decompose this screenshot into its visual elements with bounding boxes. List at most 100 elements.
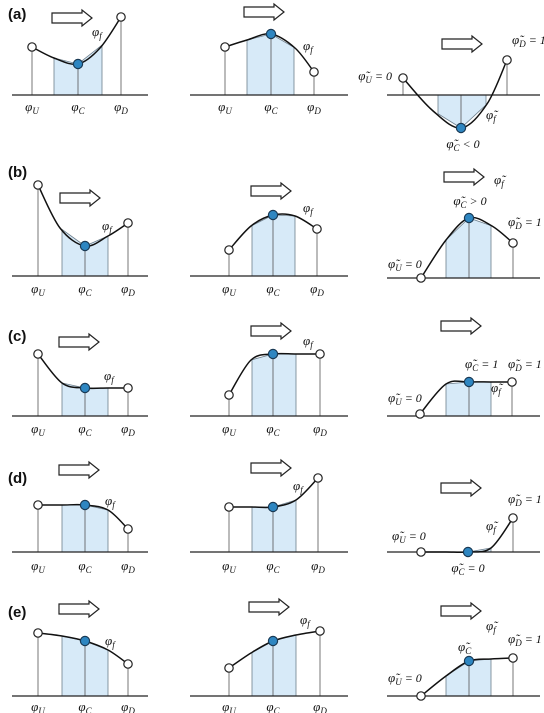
downwind-value-label-value: = 1 bbox=[525, 357, 542, 371]
face-value-label: φf bbox=[92, 24, 103, 41]
upwind-node-label-subscript: U bbox=[32, 106, 39, 116]
upwind-node-label-subscript: U bbox=[229, 288, 236, 298]
face-value-label-subscript: f bbox=[112, 500, 116, 510]
downwind-node-marker bbox=[123, 524, 133, 534]
flow-direction-arrow-icon bbox=[250, 458, 292, 478]
central-node-marker bbox=[79, 499, 91, 511]
flow-direction-arrow-icon bbox=[250, 321, 292, 341]
downwind-node-label-subscript: D bbox=[127, 565, 135, 575]
downwind-node-label-symbol: φ bbox=[114, 99, 121, 114]
downwind-value-label-value: = 1 bbox=[529, 33, 544, 47]
row-label: (a) bbox=[8, 6, 26, 23]
central-value-label: φ̃C = 1 bbox=[465, 356, 498, 373]
central-node-label-subscript: C bbox=[86, 428, 93, 438]
central-node-marker bbox=[72, 58, 84, 70]
upwind-value-label: φ̃U = 0 bbox=[388, 670, 422, 687]
upwind-node-label-symbol: φ bbox=[222, 281, 229, 296]
downwind-node-label: φD bbox=[313, 699, 327, 713]
face-value-label-symbol: φ bbox=[105, 633, 112, 648]
upwind-value-label: φ̃U = 0 bbox=[388, 256, 422, 273]
upwind-value-label-subscript: U bbox=[395, 677, 402, 687]
downwind-node-marker bbox=[312, 224, 322, 234]
face-value-label-subscript: f bbox=[493, 525, 497, 535]
face-value-label-symbol: φ bbox=[303, 200, 310, 215]
control-volume-cell bbox=[445, 217, 492, 279]
central-node-label-symbol: φ bbox=[266, 421, 273, 436]
face-value-label-symbol: φ bbox=[92, 24, 99, 39]
face-value-label-subscript: f bbox=[300, 485, 304, 495]
flow-direction-arrow-icon bbox=[250, 181, 292, 201]
central-value-label-subscript: C bbox=[461, 200, 468, 210]
central-node-label-subscript: C bbox=[86, 706, 93, 713]
flow-direction-arrow-icon bbox=[58, 460, 100, 480]
central-node-marker bbox=[79, 635, 91, 647]
flow-direction-arrow-icon bbox=[440, 478, 482, 498]
central-value-label-value: = 0 bbox=[468, 561, 485, 575]
flow-direction-arrow-icon bbox=[59, 188, 101, 208]
face-value-label: φf bbox=[105, 633, 116, 650]
upwind-node-marker bbox=[224, 502, 234, 512]
central-node-label-symbol: φ bbox=[266, 558, 273, 573]
downwind-node-marker bbox=[315, 626, 325, 636]
central-node-label-subscript: C bbox=[274, 706, 281, 713]
upwind-node-marker bbox=[220, 42, 230, 52]
upwind-node-label-symbol: φ bbox=[31, 421, 38, 436]
upwind-node-marker bbox=[33, 500, 43, 510]
central-node-label-subscript: C bbox=[274, 428, 281, 438]
upwind-node-marker bbox=[416, 273, 426, 283]
central-node-marker bbox=[267, 348, 279, 360]
upwind-value-label-value: = 0 bbox=[409, 529, 426, 543]
downwind-value-label-subscript: D bbox=[514, 221, 522, 231]
face-value-label-subscript: f bbox=[111, 375, 115, 385]
central-node-label-subscript: C bbox=[86, 288, 93, 298]
panel-5-3: φ̃f φ̃U = 0 φ̃C φ̃D = 1 bbox=[387, 601, 542, 701]
row-label: (c) bbox=[8, 328, 26, 345]
face-value-label-symbol: φ bbox=[303, 333, 310, 348]
central-node-marker bbox=[463, 212, 475, 224]
upwind-value-label: φ̃U = 0 bbox=[358, 68, 392, 85]
central-node-label-subscript: C bbox=[86, 565, 93, 575]
upwind-node-label: φU bbox=[218, 99, 232, 116]
downwind-node-label-subscript: D bbox=[120, 106, 128, 116]
downwind-node-label: φD bbox=[310, 281, 324, 298]
central-value-label: φ̃C = 0 bbox=[451, 560, 484, 577]
upwind-node-label: φU bbox=[222, 421, 236, 438]
central-node-label-subscript: C bbox=[274, 565, 281, 575]
upwind-node-label: φU bbox=[222, 281, 236, 298]
upwind-node-label-subscript: U bbox=[38, 565, 45, 575]
downwind-node-marker bbox=[508, 238, 518, 248]
upwind-node-marker bbox=[27, 42, 37, 52]
downwind-node-label-subscript: D bbox=[317, 565, 325, 575]
upwind-node-label: φU bbox=[25, 99, 39, 116]
face-value-label: φf bbox=[303, 200, 314, 217]
upwind-node-label-symbol: φ bbox=[25, 99, 32, 114]
face-value-label: φf bbox=[303, 333, 314, 350]
upwind-node-label-symbol: φ bbox=[222, 699, 229, 713]
central-node-label-symbol: φ bbox=[78, 421, 85, 436]
upwind-node-marker bbox=[224, 245, 234, 255]
central-value-label-subscript: C bbox=[454, 143, 461, 153]
flow-direction-arrow-icon bbox=[441, 34, 483, 54]
downwind-node-label: φD bbox=[121, 421, 135, 438]
downwind-node-label-subscript: D bbox=[319, 428, 327, 438]
upwind-value-label: φ̃U = 0 bbox=[392, 528, 426, 545]
central-value-label-subscript: C bbox=[472, 363, 479, 373]
upwind-node-label: φU bbox=[222, 699, 236, 713]
central-node-label-symbol: φ bbox=[78, 558, 85, 573]
face-value-label-subscript: f bbox=[493, 114, 497, 124]
downwind-node-label-symbol: φ bbox=[313, 421, 320, 436]
downwind-node-marker bbox=[309, 67, 319, 77]
downwind-node-label-symbol: φ bbox=[121, 421, 128, 436]
downwind-node-label: φD bbox=[311, 558, 325, 575]
flow-direction-arrow-icon bbox=[440, 316, 482, 336]
face-value-label-subscript: f bbox=[310, 340, 314, 350]
face-value-label-subscript: f bbox=[493, 625, 497, 635]
face-value-label: φf bbox=[105, 493, 116, 510]
